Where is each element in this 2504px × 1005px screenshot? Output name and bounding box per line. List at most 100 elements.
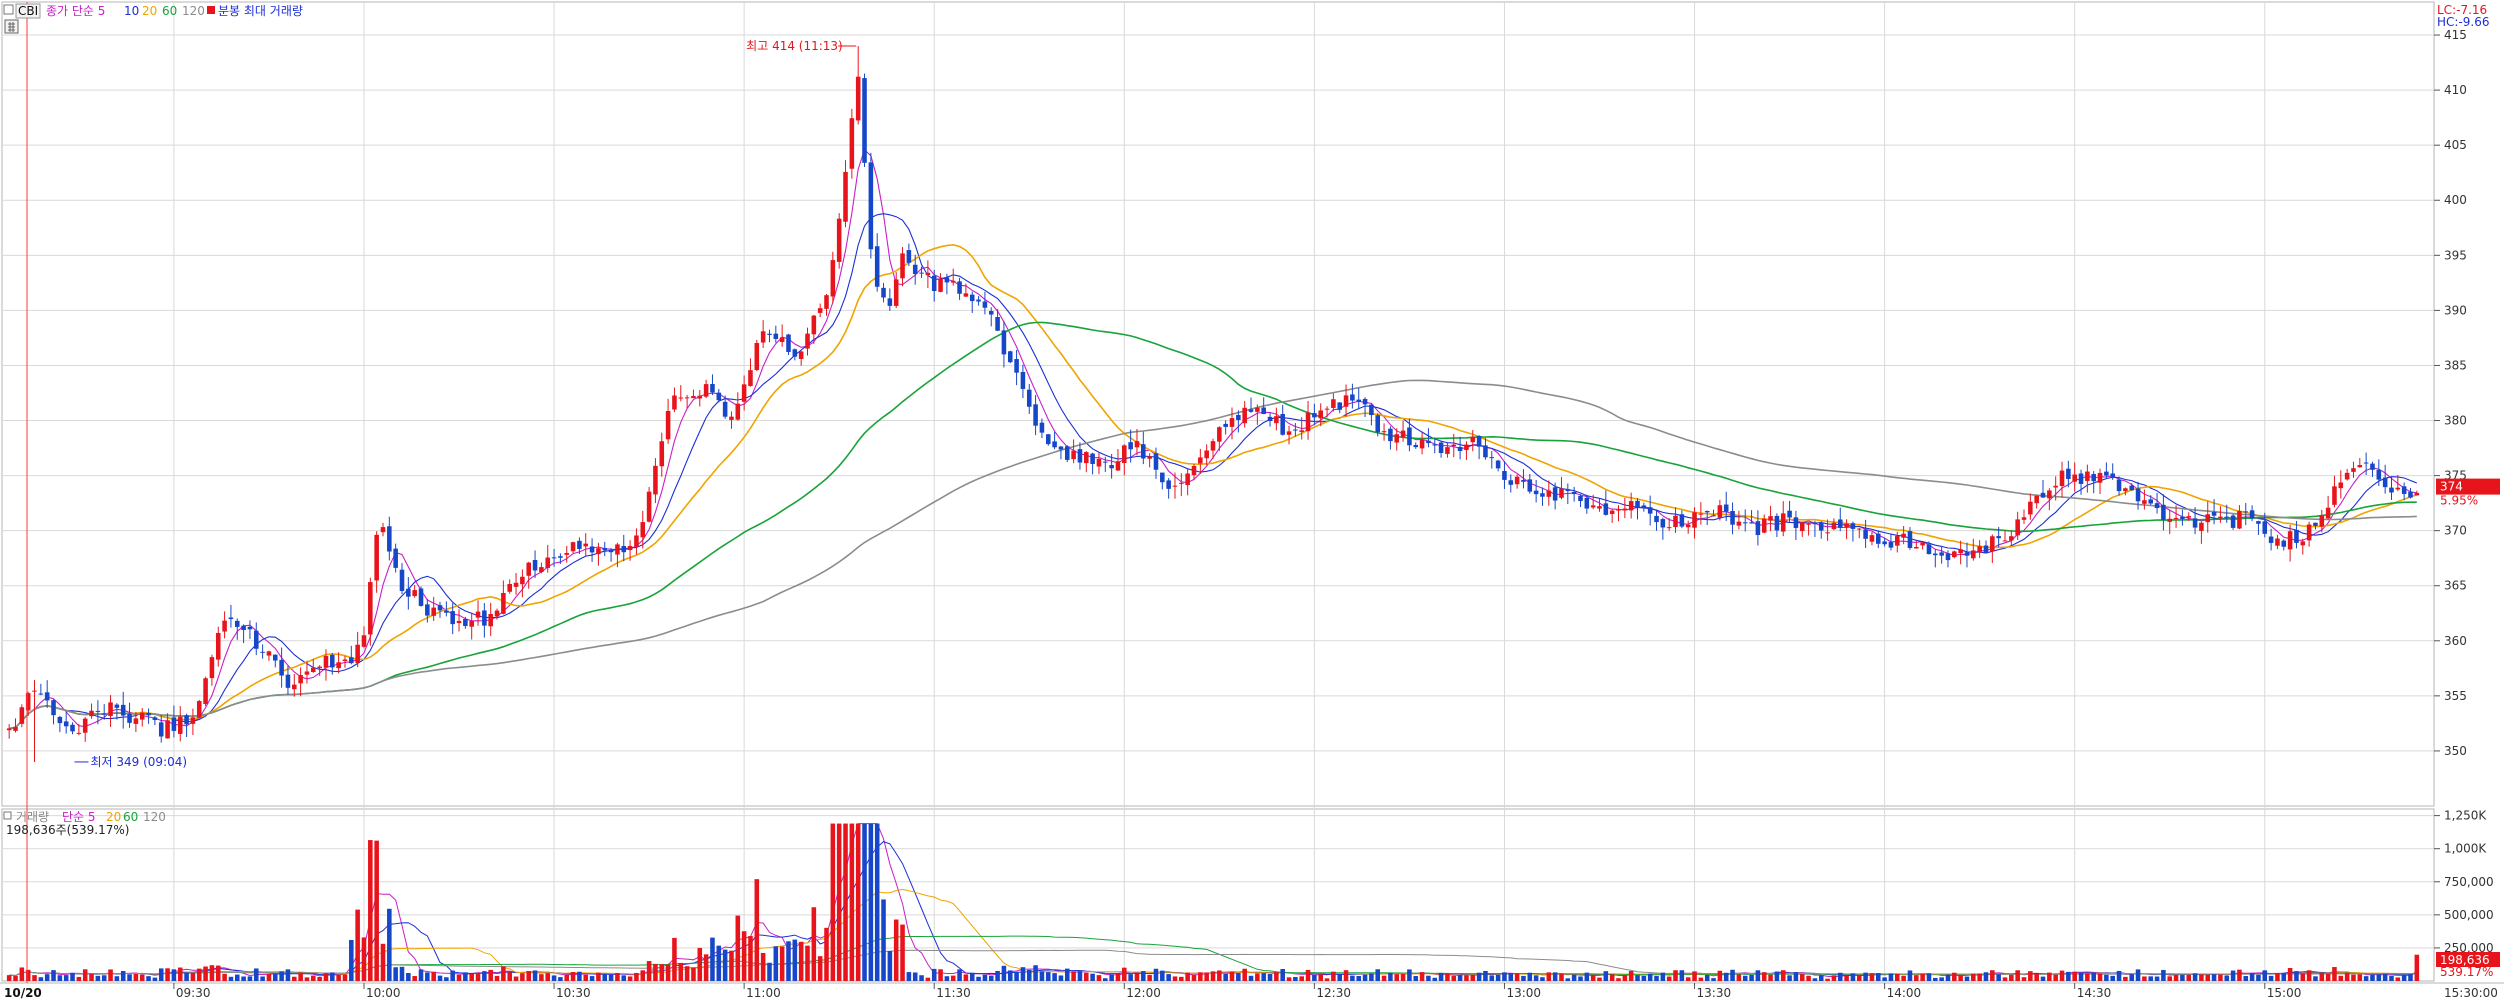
- candle-body: [830, 260, 836, 297]
- volume-bar: [887, 950, 893, 981]
- volume-bar: [716, 945, 722, 981]
- volume-bar: [120, 970, 126, 981]
- candle-body: [1698, 513, 1704, 515]
- volume-bar: [1001, 965, 1007, 981]
- volume-bar: [108, 969, 113, 981]
- volume-bar: [881, 899, 886, 981]
- candle-body: [1369, 404, 1374, 416]
- volume-bar: [399, 966, 405, 981]
- volume-bar: [855, 823, 861, 981]
- volume-bar: [1888, 973, 1894, 981]
- volume-bar: [1495, 974, 1501, 981]
- volume-bar: [893, 919, 899, 981]
- candle-body: [881, 287, 886, 298]
- volume-bar: [1058, 975, 1064, 981]
- volume-bar: [513, 976, 519, 981]
- volume-bar: [2338, 975, 2344, 981]
- candle-body: [1305, 412, 1311, 432]
- candle-body: [957, 281, 962, 294]
- candle-body: [2230, 515, 2236, 528]
- candle-body: [1255, 407, 1260, 412]
- candle-body: [203, 678, 208, 704]
- candle-body: [2142, 500, 2147, 504]
- current-price-pct: 5.95%: [2440, 494, 2478, 508]
- candle-body: [1914, 546, 1919, 549]
- candle-body: [1679, 514, 1685, 527]
- volume-bar: [1052, 973, 1057, 981]
- volume-bar: [431, 971, 436, 981]
- volume-bar: [336, 974, 341, 981]
- volume-bar: [2376, 974, 2382, 981]
- candle-body: [526, 562, 531, 576]
- volume-bar: [2249, 973, 2255, 981]
- candle-body: [1641, 505, 1647, 508]
- candle-body: [2224, 516, 2230, 518]
- volume-bar: [767, 962, 772, 981]
- ma-legend-10: 10: [124, 4, 139, 18]
- volume-bar: [1698, 977, 1704, 981]
- volume-bar: [1514, 973, 1520, 981]
- volume-bar: [659, 964, 665, 981]
- candle-body: [824, 295, 829, 309]
- candle-body: [2370, 463, 2375, 470]
- candle-body: [2395, 487, 2401, 490]
- candle-body: [1432, 444, 1438, 446]
- candle-body: [1362, 398, 1368, 405]
- volume-bar: [1647, 973, 1653, 981]
- candle-body: [1381, 431, 1387, 433]
- candle-body: [399, 569, 405, 591]
- candle-body: [2376, 469, 2382, 480]
- volume-bar: [2116, 970, 2122, 981]
- volume-bar: [203, 966, 208, 981]
- candle-body: [177, 716, 183, 734]
- volume-bar: [1426, 975, 1431, 981]
- candle-body: [1527, 479, 1533, 492]
- volume-tick-label: 1,000K: [2444, 842, 2487, 856]
- volume-bar: [2408, 974, 2413, 981]
- volume-bar: [2224, 975, 2230, 981]
- volume-bar: [665, 964, 671, 981]
- price-panel[interactable]: [1, 1, 2435, 807]
- volume-bar: [1616, 978, 1621, 981]
- candle-body: [253, 630, 259, 649]
- candle-body: [596, 548, 601, 555]
- volume-bar: [678, 962, 684, 981]
- candle-body: [1014, 359, 1019, 373]
- symbol-label[interactable]: CBI: [18, 4, 38, 18]
- candle-body: [1863, 529, 1868, 539]
- volume-bar: [1286, 977, 1292, 981]
- volume-bar: [1565, 978, 1571, 981]
- candle-body: [1185, 473, 1190, 486]
- candle-body: [336, 662, 341, 669]
- volume-bar: [1907, 970, 1913, 981]
- candle-body: [1717, 505, 1723, 518]
- candle-body: [1856, 528, 1862, 530]
- volume-collapse-icon[interactable]: [3, 811, 12, 820]
- volume-bar: [355, 909, 360, 981]
- volume-bar: [1255, 973, 1260, 981]
- candle-body: [101, 713, 107, 715]
- volume-bar: [1958, 975, 1963, 981]
- candle-body: [1635, 500, 1640, 508]
- candle-body: [2161, 504, 2166, 520]
- volume-bar: [564, 974, 570, 981]
- volume-bar: [1007, 970, 1013, 981]
- candle-body: [2154, 503, 2160, 509]
- x-axis-date: 10/20: [4, 986, 42, 1000]
- candle-body: [1952, 551, 1957, 558]
- candle-body: [1692, 512, 1697, 528]
- candle-body: [2300, 541, 2306, 546]
- candle-body: [1495, 460, 1501, 469]
- candle-body: [241, 625, 246, 631]
- legend-collapse-icon[interactable]: [3, 4, 14, 15]
- candle-body: [843, 171, 848, 222]
- volume-bar: [2180, 974, 2185, 981]
- volume-bar: [1274, 972, 1279, 981]
- candle-body: [418, 588, 424, 606]
- volume-bar: [1939, 977, 1944, 981]
- volume-bar: [1172, 976, 1178, 981]
- volume-bar: [1419, 972, 1425, 981]
- volume-bar: [1761, 972, 1767, 981]
- volume-bar: [2281, 972, 2287, 981]
